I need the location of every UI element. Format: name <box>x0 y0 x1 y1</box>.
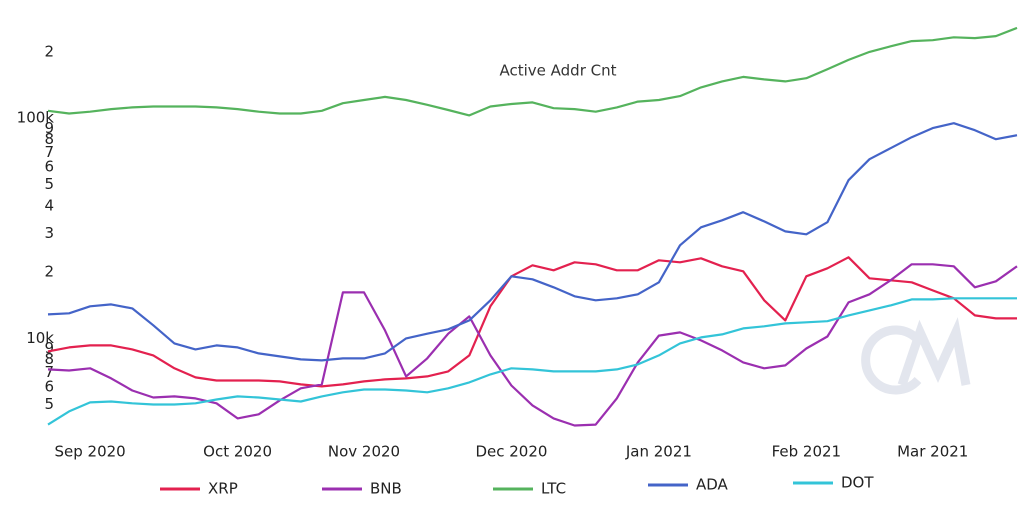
series-line <box>47 297 1017 426</box>
watermark <box>861 317 971 395</box>
y-tick-label: 2 <box>44 263 54 281</box>
y-tick-label: 10k <box>26 329 54 347</box>
series-line <box>47 256 1017 388</box>
y-tick-label: 5 <box>44 395 54 413</box>
series-line <box>47 26 1018 117</box>
legend-label: LTC <box>541 480 566 498</box>
x-tick-label: Sep 2020 <box>55 443 126 461</box>
watermark-m <box>897 317 971 387</box>
y-tick-label: 5 <box>44 175 54 193</box>
y-tick-label: 2 <box>44 42 54 60</box>
y-tick-label: 9 <box>44 119 54 137</box>
y-tick-label: 100k <box>17 109 55 127</box>
chart-title: Active Addr Cnt <box>499 62 616 80</box>
x-tick-label: Dec 2020 <box>475 443 547 461</box>
legend-label: BNB <box>370 480 402 498</box>
x-tick-label: Jan 2021 <box>625 443 692 461</box>
y-tick-label: 4 <box>44 196 54 214</box>
legend-label: ADA <box>696 476 729 494</box>
x-tick-label: Nov 2020 <box>328 443 400 461</box>
y-tick-label: 8 <box>44 350 54 368</box>
x-tick-label: Oct 2020 <box>203 443 272 461</box>
watermark-c <box>861 325 922 395</box>
x-tick-label: Mar 2021 <box>897 443 968 461</box>
x-tick-label: Feb 2021 <box>772 443 842 461</box>
legend-label: DOT <box>841 474 874 492</box>
y-tick-label: 7 <box>44 363 54 381</box>
y-tick-label: 6 <box>44 378 54 396</box>
y-tick-label: 3 <box>44 224 54 242</box>
y-tick-label: 8 <box>44 130 54 148</box>
y-tick-label: 9 <box>44 339 54 357</box>
legend-label: XRP <box>208 480 238 498</box>
y-tick-label: 7 <box>44 143 54 161</box>
series-line <box>47 122 1018 362</box>
y-tick-label: 6 <box>44 158 54 176</box>
